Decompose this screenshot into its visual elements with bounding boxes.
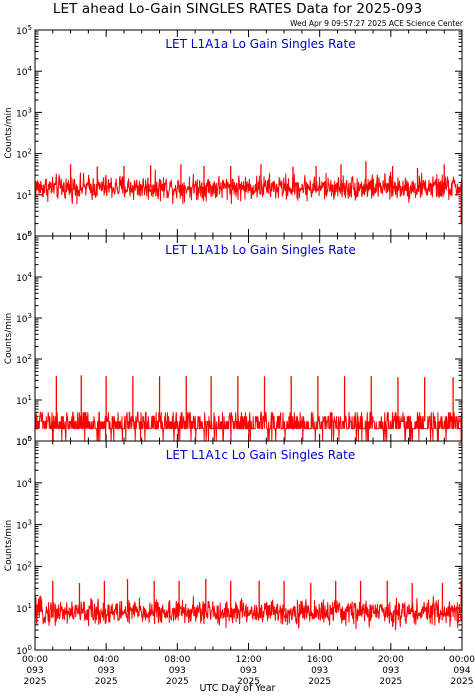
y-tick-label: 102 [16,148,32,161]
y-tick-label: 102 [16,353,32,366]
y-tick-label: 100 [16,435,32,448]
y-axis-label: Counts/min [4,107,14,158]
x-tick-time: 00:00 [449,655,475,665]
x-tick-day: 093 [240,666,257,676]
y-tick-label: 105 [16,230,32,243]
panel-1: 100 101 102 103 104 105 Counts/min LET L1A1a Lo… [4,24,463,243]
y-tick-label: 105 [16,24,32,37]
y-tick-label: 103 [16,519,32,532]
y-axis-label: Counts/min [4,520,14,571]
y-tick-label: 100 [16,644,32,657]
panel-title: LET L1A1c Lo Gain Singles Rate [166,448,356,462]
y-tick-label: 102 [16,560,32,573]
x-tick-day: 094 [453,666,470,676]
rate-trace [34,169,463,205]
y-tick-label: 104 [16,65,32,78]
y-tick-label: 105 [16,435,32,448]
y-tick-label: 103 [16,312,32,325]
x-tick-day: 093 [98,666,115,676]
panel-frame [34,440,463,651]
panel-3: 100 101 102 103 104 105 Counts/min LET L1A1c Lo… [4,435,463,657]
x-tick-year: 2025 [308,677,331,687]
x-tick-year: 2025 [24,677,47,687]
y-tick-label: 101 [16,602,32,615]
x-tick-time: 00:00 [22,655,48,665]
panel-frame [34,29,463,237]
y-tick-label: 104 [16,271,32,284]
x-tick-year: 2025 [237,677,260,687]
y-tick-label: 101 [16,189,32,202]
generation-timestamp: Wed Apr 9 09:57:27 2025 ACE Science Cent… [290,19,463,28]
panel-2: 100 101 102 103 104 105 Counts/min LET L1A1b Lo… [4,230,463,448]
x-tick-time: 12:00 [236,655,262,665]
x-tick-day: 093 [169,666,186,676]
x-tick-day: 093 [311,666,328,676]
x-tick-year: 2025 [451,677,474,687]
panel-title: LET L1A1a Lo Gain Singles Rate [165,37,355,51]
page-title: LET ahead Lo-Gain SINGLES RATES Data for… [52,1,423,17]
x-tick-day: 093 [382,666,399,676]
x-tick-time: 04:00 [93,655,119,665]
x-tick-year: 2025 [379,677,402,687]
rate-trace [34,595,463,631]
x-axis-title: UTC Day of Year [199,683,276,694]
x-tick-year: 2025 [166,677,189,687]
y-axis-label: Counts/min [4,313,14,364]
x-tick-time: 08:00 [164,655,190,665]
y-tick-label: 103 [16,106,32,119]
panel-title: LET L1A1b Lo Gain Singles Rate [165,243,356,257]
x-tick-time: 16:00 [307,655,333,665]
x-tick-time: 20:00 [378,655,404,665]
y-tick-label: 100 [16,230,32,243]
y-tick-label: 104 [16,477,32,490]
x-tick-day: 093 [26,666,43,676]
y-tick-label: 101 [16,394,32,407]
x-tick-year: 2025 [95,677,118,687]
